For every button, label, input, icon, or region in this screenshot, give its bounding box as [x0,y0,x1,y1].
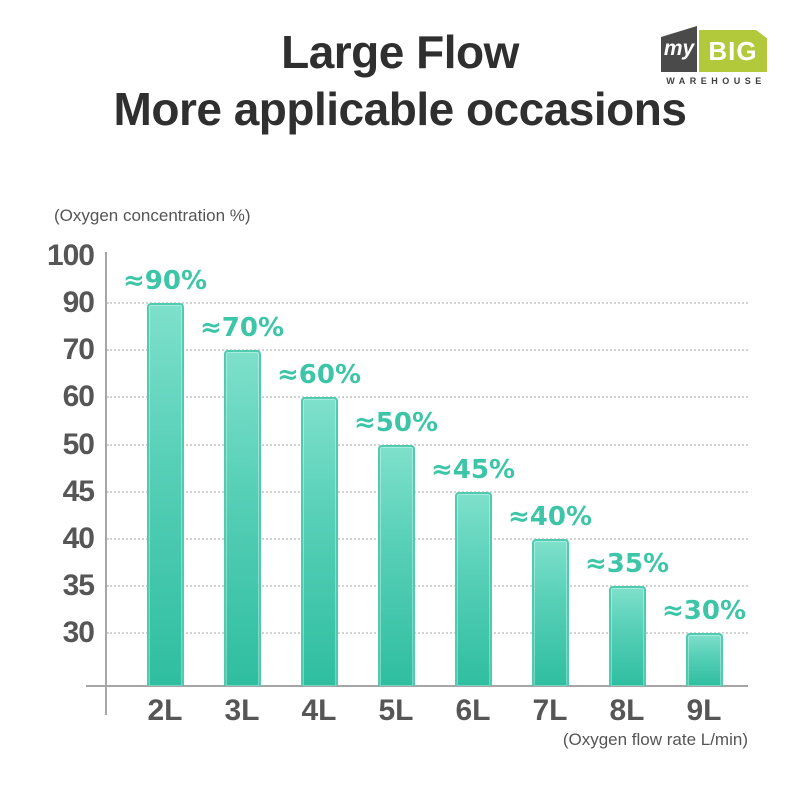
x-tick-2L: 2L [147,694,183,727]
gridline-50 [107,443,748,446]
bar-value-label-3L: ≈70% [199,313,285,344]
bar-value-label-7L: ≈40% [507,501,593,532]
bar-9L [685,633,723,686]
y-tick-35: 35 [62,568,95,602]
bar-7L [531,538,569,686]
page-title: Large Flow More applicable occasions [0,24,800,138]
x-tick-3L: 3L [224,694,260,727]
gridline-30 [107,632,748,635]
x-tick-5L: 5L [378,694,414,727]
gridline-35 [107,584,748,587]
x-axis-title: (Oxygen flow rate L/min) [562,730,748,749]
x-tick-8L: 8L [609,694,645,727]
gridline-70 [107,349,748,352]
bar-value-label-5L: ≈50% [353,407,439,438]
gridline-60 [107,396,748,399]
bar-5L [377,444,415,686]
x-tick-9L: 9L [686,694,722,727]
x-axis-line [86,685,748,687]
bar-6L [454,491,492,686]
logo-mark: my BIG [648,20,780,72]
x-tick-4L: 4L [301,694,337,727]
y-tick-60: 60 [62,380,95,414]
y-tick-100: 100 [46,239,95,272]
y-tick-30: 30 [62,616,95,650]
bar-value-label-8L: ≈35% [584,548,670,579]
y-tick-70: 70 [62,333,95,367]
x-tick-7L: 7L [532,694,568,727]
gridline-45 [107,490,748,493]
gridline-90 [107,302,748,305]
logo-big-block: BIG [699,30,767,72]
bar-value-label-9L: ≈30% [661,596,747,627]
x-tick-6L: 6L [455,694,491,727]
y-tick-90: 90 [62,286,95,320]
y-tick-45: 45 [62,474,95,508]
bar-value-label-2L: ≈90% [122,266,208,297]
title-line-1: Large Flow [281,26,519,78]
bar-value-label-6L: ≈45% [430,454,516,485]
y-tick-50: 50 [62,427,95,461]
logo-warehouse-text: WAREHOUSE [666,76,766,86]
bar-8L [608,585,646,686]
bar-value-label-4L: ≈60% [276,360,362,391]
y-axis-title: (Oxygen concentration %) [54,206,251,225]
bar-2L [146,303,184,686]
brand-logo: my BIG WAREHOUSE [648,20,780,86]
title-line-2: More applicable occasions [113,83,687,135]
bar-3L [223,350,261,686]
y-axis-line [105,252,107,715]
gridline-40 [107,537,748,540]
y-tick-40: 40 [62,521,95,555]
bar-4L [300,397,338,686]
